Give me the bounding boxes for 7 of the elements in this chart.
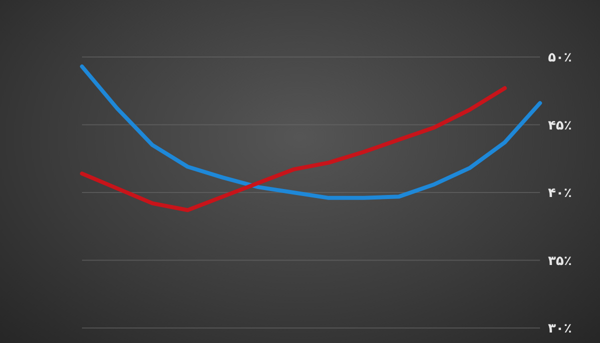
y-tick-label: ۴۵٪: [548, 118, 572, 134]
y-tick-label: ۵۰٪: [548, 50, 572, 66]
y-tick-label: ۳۰٪: [548, 322, 572, 337]
line-series: [80, 64, 542, 200]
y-tick-label: ۴۰٪: [548, 186, 572, 202]
line-series: [80, 86, 507, 212]
y-tick-label: ۳۵٪: [548, 254, 572, 269]
